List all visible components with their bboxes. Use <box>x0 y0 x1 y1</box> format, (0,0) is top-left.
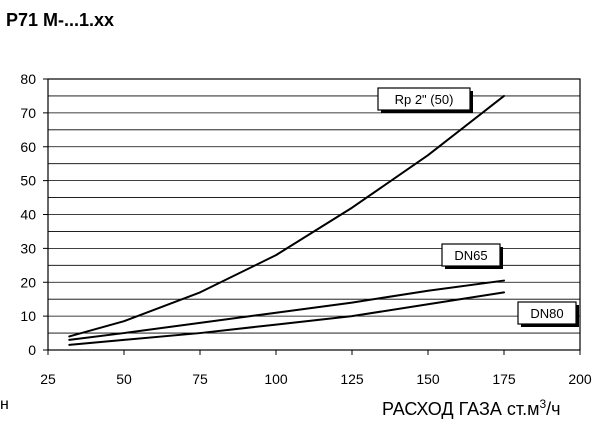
x-tick-label: 200 <box>568 371 592 387</box>
series-label-box <box>377 87 471 111</box>
series-line-0 <box>68 94 505 338</box>
series-labels: Rp 2" (50) DN65 DN80 <box>377 87 579 327</box>
series-label-text: Rp 2" (50) <box>395 92 454 107</box>
x-axis-label: РАСХОД ГАЗА ст.м3/ч <box>382 397 561 420</box>
y-tick-label: 80 <box>20 71 36 87</box>
series-line-2 <box>68 291 505 346</box>
x-axis-label-main: РАСХОД ГАЗА ст.м <box>382 399 540 419</box>
x-axis-label-unit: /ч <box>546 399 561 419</box>
x-tick-label: 125 <box>340 371 364 387</box>
y-tick-label: 0 <box>28 342 36 358</box>
y-tick-label: 30 <box>20 240 36 256</box>
series-label-box <box>517 301 577 325</box>
y-tick-label: 40 <box>20 207 36 223</box>
series-line-1 <box>68 279 505 341</box>
left-edge-text-fragment: н <box>0 396 9 413</box>
x-tick-label: 50 <box>116 371 132 387</box>
series-lines <box>68 94 505 346</box>
y-tick-label: 60 <box>20 139 36 155</box>
x-tick-label: 25 <box>40 371 56 387</box>
x-axis-label-superscript: 3 <box>539 397 547 411</box>
x-tick-label: 100 <box>264 371 288 387</box>
series-label-text: DN65 <box>454 248 487 263</box>
y-tick-label: 50 <box>20 173 36 189</box>
series-label-text: DN80 <box>530 306 563 321</box>
series-label-box <box>441 243 501 267</box>
y-tick-labels: 0 10 20 30 40 50 60 70 80 <box>20 71 48 358</box>
grid-lines <box>48 95 580 334</box>
x-tick-labels: 25 50 75 100 125 150 175 200 <box>40 350 592 387</box>
x-tick-label: 150 <box>416 371 440 387</box>
y-tick-label: 70 <box>20 105 36 121</box>
x-tick-label: 75 <box>192 371 208 387</box>
y-tick-label: 20 <box>20 274 36 290</box>
x-tick-label: 175 <box>492 371 516 387</box>
chart-title: P71 M-...1.xx <box>6 10 115 30</box>
y-tick-label: 10 <box>20 308 36 324</box>
